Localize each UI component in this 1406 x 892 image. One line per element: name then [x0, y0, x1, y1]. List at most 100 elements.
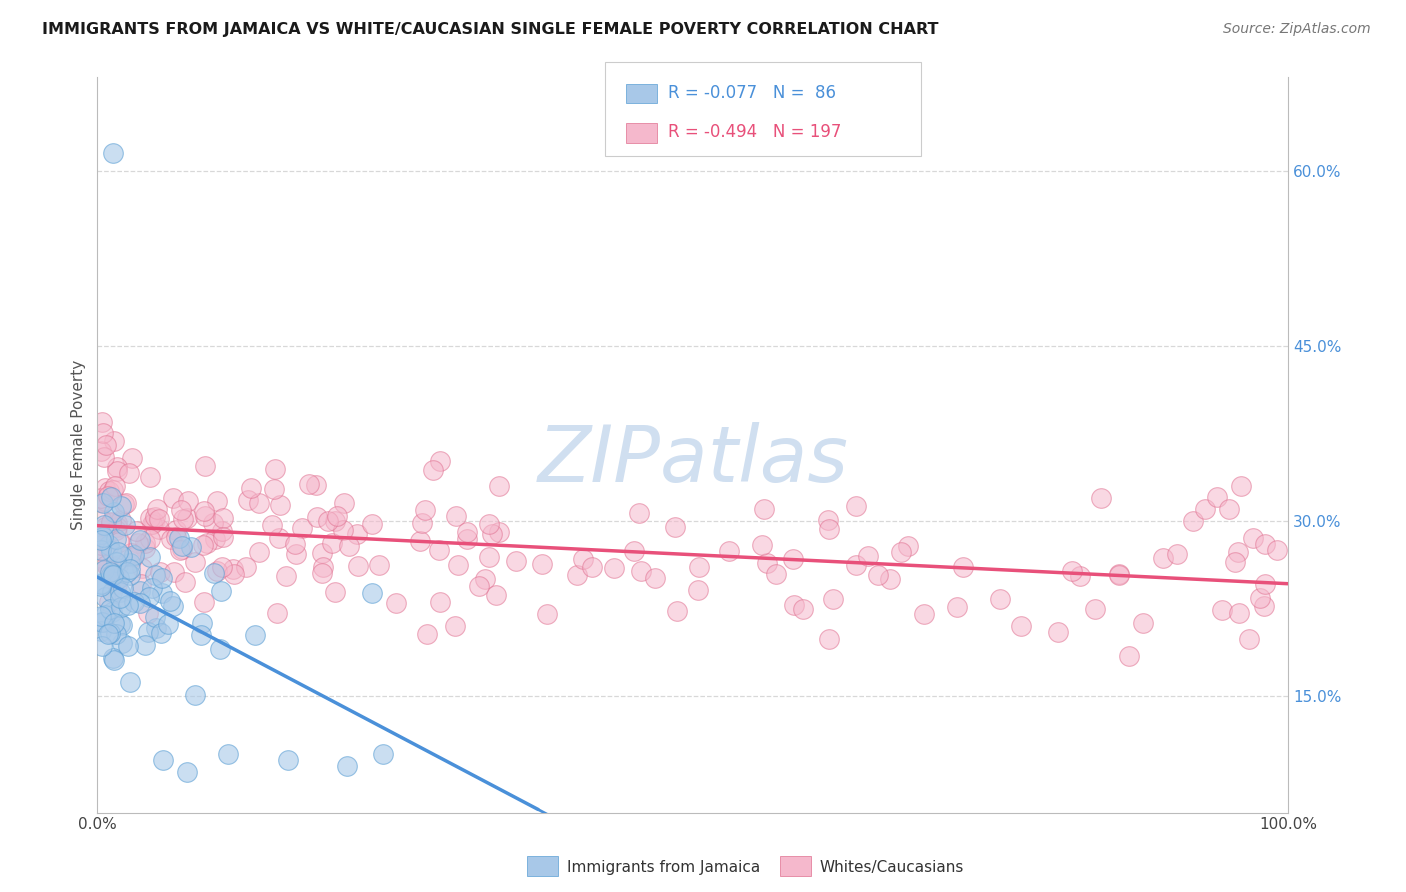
Point — [90, 443, 112, 458]
Point — [866, 568, 889, 582]
Point — [312, 560, 335, 574]
Point — [93, 450, 115, 464]
Point — [1227, 606, 1250, 620]
Point — [124, 595, 146, 609]
Point — [111, 549, 134, 563]
Point — [91, 415, 114, 429]
Point — [536, 607, 558, 621]
Point — [191, 615, 214, 630]
Point — [184, 688, 207, 702]
Point — [117, 640, 139, 654]
Point — [1108, 567, 1130, 582]
Point — [249, 496, 271, 510]
Point — [93, 518, 115, 533]
Point — [134, 638, 156, 652]
Point — [1223, 555, 1246, 569]
Point — [107, 535, 129, 549]
Point — [165, 523, 187, 537]
Point — [821, 591, 844, 606]
Point — [104, 479, 127, 493]
Point — [120, 674, 142, 689]
Point — [97, 538, 120, 552]
Point — [145, 621, 167, 635]
Point — [468, 579, 491, 593]
Point — [1084, 602, 1107, 616]
Point — [333, 496, 356, 510]
Point — [91, 496, 114, 510]
Point — [339, 540, 361, 554]
Point — [90, 512, 112, 526]
Point — [143, 609, 166, 624]
Point — [276, 568, 298, 582]
Point — [93, 494, 115, 508]
Point — [1118, 649, 1140, 664]
Point — [97, 489, 120, 503]
Point — [664, 520, 686, 534]
Point — [152, 753, 174, 767]
Point — [346, 526, 368, 541]
Point — [96, 558, 118, 572]
Point — [1132, 615, 1154, 630]
Point — [90, 550, 112, 565]
Point — [665, 604, 688, 618]
Point — [91, 639, 114, 653]
Point — [896, 539, 918, 553]
Point — [765, 567, 787, 582]
Point — [167, 531, 190, 545]
Point — [174, 575, 197, 590]
Point — [115, 496, 138, 510]
Point — [100, 490, 122, 504]
Point — [1194, 502, 1216, 516]
Point — [141, 582, 163, 596]
Point — [193, 538, 215, 552]
Point — [143, 509, 166, 524]
Point — [444, 619, 467, 633]
Text: Source: ZipAtlas.com: Source: ZipAtlas.com — [1223, 22, 1371, 37]
Point — [90, 624, 112, 639]
Point — [623, 544, 645, 558]
Point — [217, 747, 239, 762]
Point — [90, 576, 112, 591]
Point — [91, 615, 114, 630]
Point — [93, 563, 115, 577]
Point — [368, 558, 391, 572]
Point — [94, 591, 117, 605]
Point — [782, 599, 804, 613]
Point — [845, 499, 868, 513]
Point — [94, 438, 117, 452]
Point — [94, 607, 117, 622]
Point — [211, 530, 233, 544]
Point — [945, 600, 967, 615]
Point — [1108, 568, 1130, 582]
Point — [100, 515, 122, 529]
Point — [121, 450, 143, 465]
Point — [447, 558, 470, 572]
Point — [1182, 514, 1205, 528]
Point — [93, 615, 115, 630]
Point — [627, 507, 650, 521]
Point — [138, 591, 160, 605]
Point — [120, 546, 142, 560]
Y-axis label: Single Female Poverty: Single Female Poverty — [72, 359, 86, 530]
Point — [890, 545, 912, 559]
Point — [688, 559, 710, 574]
Point — [235, 560, 257, 574]
Point — [96, 539, 118, 553]
Point — [105, 464, 128, 478]
Point — [238, 493, 260, 508]
Point — [107, 545, 129, 559]
Point — [429, 453, 451, 467]
Point — [98, 566, 121, 580]
Point — [782, 551, 804, 566]
Point — [150, 585, 173, 599]
Point — [110, 499, 132, 513]
Point — [630, 564, 652, 578]
Point — [478, 549, 501, 564]
Point — [1265, 543, 1288, 558]
Text: IMMIGRANTS FROM JAMAICA VS WHITE/CAUCASIAN SINGLE FEMALE POVERTY CORRELATION CHA: IMMIGRANTS FROM JAMAICA VS WHITE/CAUCASI… — [42, 22, 939, 37]
Point — [856, 549, 879, 563]
Point — [456, 533, 478, 547]
Point — [101, 566, 124, 581]
Point — [131, 576, 153, 591]
Point — [94, 481, 117, 495]
